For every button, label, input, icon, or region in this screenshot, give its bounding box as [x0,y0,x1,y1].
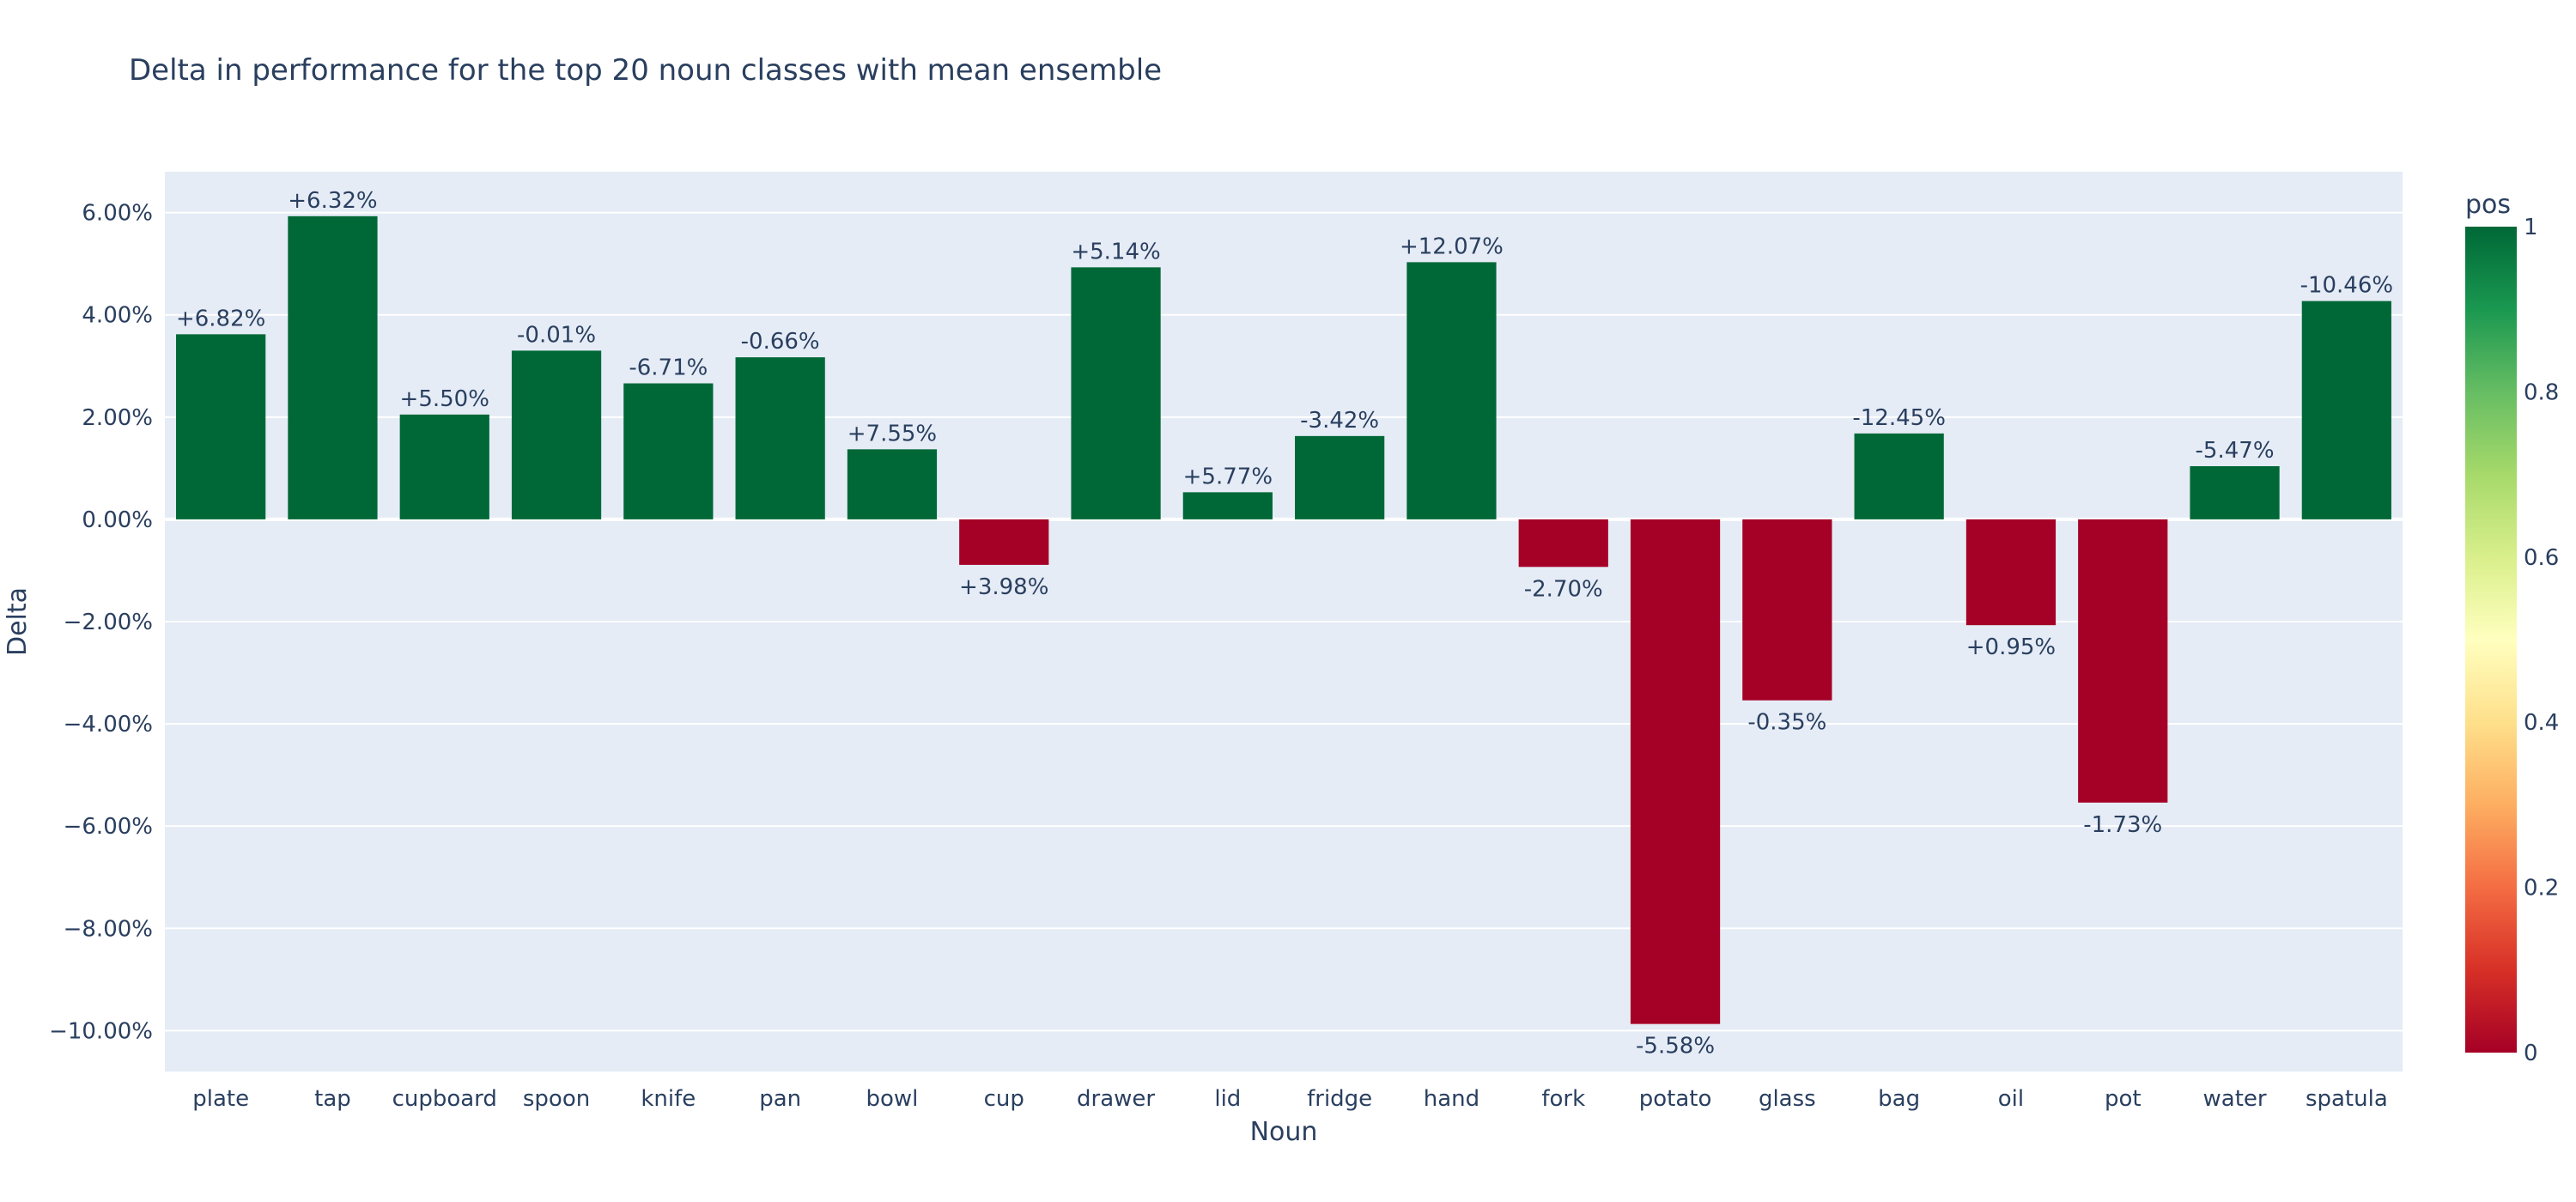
bar-value-label: -12.45% [1852,405,1946,431]
bar-value-label: -0.35% [1747,710,1826,736]
x-tick-label: spoon [523,1086,590,1112]
bar-value-label: -1.73% [2083,812,2162,838]
y-tick-label: 6.00% [82,201,153,227]
colorbar-tick-label: 0 [2524,1041,2538,1066]
x-tick-label: potato [1639,1086,1712,1112]
bar-cup [959,519,1049,565]
bar-potato [1630,519,1721,1024]
y-tick-label: 4.00% [82,303,153,329]
y-tick-label: −10.00% [49,1018,153,1044]
y-axis-label: Delta [3,587,33,656]
colorbar-ticks: 1 0.8 0.6 0.4 0.2 0 [2524,215,2559,1066]
bars [176,216,2391,1024]
bar-value-label: -0.01% [517,322,596,348]
bar-glass [1742,519,1832,701]
y-tick-label: −6.00% [64,814,153,840]
y-tick-label: −2.00% [64,610,153,635]
x-tick-label: plate [192,1086,249,1112]
x-axis-ticks: plate tap cupboard spoon knife pan bowl cup draw… [192,1086,2388,1112]
bar-oil [1965,519,2057,626]
x-tick-label: lid [1214,1086,1241,1112]
y-tick-label: −4.00% [64,712,153,738]
x-tick-label: glass [1759,1086,1816,1112]
bar-value-label: +0.95% [1966,634,2056,660]
bar-value-label: +5.77% [1183,464,1273,489]
x-tick-label: spatula [2306,1086,2388,1112]
bar-spatula [2301,300,2391,519]
x-tick-label: hand [1424,1086,1479,1112]
bar-value-label: +12.07% [1400,234,1504,259]
y-tick-label: 2.00% [82,405,153,431]
bar-value-label: +6.32% [288,188,377,214]
bar-hand [1406,262,1497,519]
x-tick-label: cup [984,1086,1024,1112]
x-axis-label: Noun [1250,1117,1318,1147]
bar-value-label: -3.42% [1300,408,1379,434]
bar-plate [176,334,266,519]
x-tick-label: knife [641,1086,696,1112]
bar-value-label: -6.71% [629,355,708,381]
colorbar [2465,227,2517,1053]
bar-pan [735,357,825,519]
bar-value-label: -2.70% [1524,576,1603,602]
colorbar-tick-label: 0.2 [2524,876,2559,902]
bar-value-label: -10.46% [2300,273,2394,299]
chart-title: Delta in performance for the top 20 noun… [129,53,1163,88]
bar-fork [1518,519,1608,568]
x-tick-label: bowl [866,1086,918,1112]
x-tick-label: drawer [1077,1086,1155,1112]
x-tick-label: pot [2105,1086,2142,1112]
bar-labels: +6.82% +6.32% +5.50% -0.01% -6.71% -0.66% +7.5… [176,188,2393,1059]
colorbar-tick-label: 0.6 [2524,545,2559,571]
x-tick-label: pan [759,1086,801,1112]
x-tick-label: bag [1878,1086,1920,1112]
bar-value-label: +3.98% [959,574,1048,600]
bar-drawer [1071,267,1161,519]
x-tick-label: oil [1998,1086,2024,1112]
bar-value-label: +5.14% [1071,239,1160,264]
x-tick-label: fridge [1307,1086,1372,1112]
bar-spoon [511,350,602,519]
colorbar-tick-label: 0.8 [2524,379,2559,405]
bar-fridge [1295,435,1385,519]
bar-bowl [847,449,938,519]
x-tick-label: water [2203,1086,2267,1112]
bar-value-label: +7.55% [848,421,937,446]
bar-value-label: -0.66% [741,329,820,355]
bar-cupboard [399,414,489,519]
bar-knife [623,383,714,519]
x-tick-label: tap [314,1086,351,1112]
bar-tap [288,216,378,519]
bar-value-label: +6.82% [176,306,265,331]
bar-value-label: +5.50% [400,386,489,412]
bar-pot [2078,519,2168,803]
colorbar-title: pos [2465,190,2511,220]
colorbar-tick-label: 0.4 [2524,710,2559,736]
bar-value-label: -5.58% [1636,1034,1715,1059]
x-tick-label: cupboard [392,1086,497,1112]
bar-value-label: -5.47% [2196,438,2275,464]
bar-bag [1854,433,1944,519]
colorbar-tick-label: 1 [2524,215,2538,240]
bar-lid [1182,492,1273,519]
bar-water [2190,465,2280,519]
y-tick-label: 0.00% [82,507,153,533]
y-axis-ticks: 6.00% 4.00% 2.00% 0.00% −2.00% −4.00% −6.00% −8… [49,201,153,1045]
y-tick-label: −8.00% [64,916,153,942]
x-tick-label: fork [1541,1086,1585,1112]
